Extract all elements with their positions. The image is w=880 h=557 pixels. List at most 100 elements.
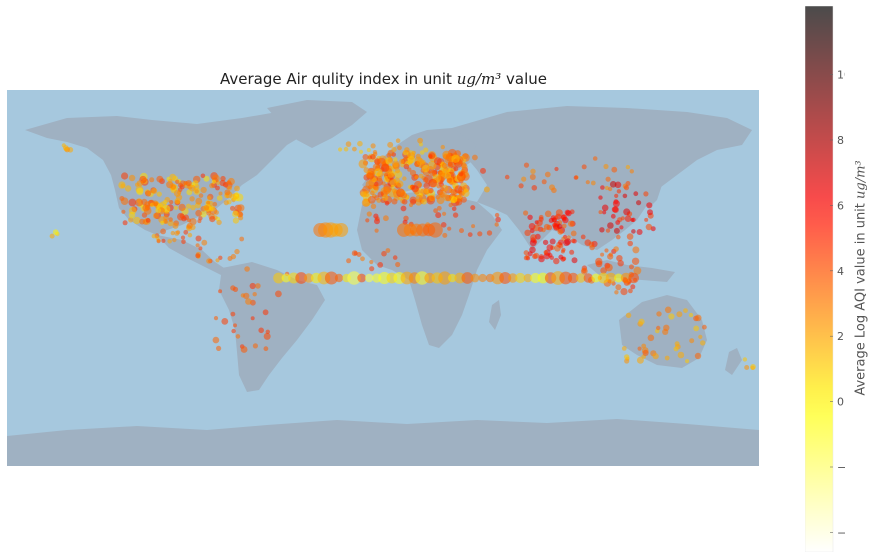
data-point — [173, 205, 178, 210]
data-point — [623, 185, 630, 191]
data-point — [209, 216, 216, 223]
data-point — [435, 212, 442, 219]
data-point — [149, 177, 155, 183]
data-point — [580, 267, 588, 275]
data-point — [584, 239, 592, 246]
data-point — [185, 203, 192, 209]
data-point — [607, 253, 614, 260]
data-point — [263, 346, 269, 352]
data-point — [652, 353, 659, 360]
data-point — [133, 216, 141, 225]
data-point — [616, 234, 621, 240]
data-point — [573, 175, 579, 180]
data-point — [429, 194, 436, 202]
data-point — [239, 236, 245, 242]
data-point — [394, 167, 401, 174]
data-point — [352, 146, 357, 152]
data-point — [414, 175, 419, 180]
data-point — [213, 316, 219, 321]
data-point — [275, 290, 282, 298]
data-point — [387, 141, 394, 148]
data-point — [419, 150, 425, 155]
data-point — [393, 157, 398, 162]
data-point — [230, 205, 235, 211]
data-point — [399, 158, 405, 165]
data-point — [462, 189, 470, 197]
data-point — [206, 258, 212, 264]
data-point — [234, 248, 240, 255]
data-point — [630, 218, 635, 222]
land-antarctica — [7, 419, 759, 466]
data-point — [523, 162, 530, 168]
data-point — [521, 176, 527, 182]
data-point — [49, 233, 55, 239]
colorbar-tick-label: 2 — [837, 330, 844, 343]
data-point — [186, 222, 193, 229]
data-point — [403, 163, 410, 170]
data-point — [198, 193, 204, 198]
land-japan — [643, 178, 662, 208]
data-point — [447, 161, 453, 167]
data-point — [625, 164, 631, 170]
data-point — [477, 231, 483, 237]
data-point — [452, 212, 459, 218]
data-point — [626, 233, 634, 240]
data-point — [145, 190, 152, 197]
data-point — [372, 150, 378, 155]
data-point — [568, 220, 575, 227]
data-point — [445, 194, 452, 202]
colorbar-tick-label: 6 — [837, 199, 844, 212]
data-point — [440, 144, 445, 150]
data-point — [201, 239, 208, 246]
data-point — [245, 298, 252, 305]
data-point — [374, 216, 380, 222]
data-point — [145, 218, 151, 223]
data-point — [523, 210, 529, 216]
band-point — [576, 273, 586, 283]
data-point — [195, 197, 203, 205]
data-point — [231, 328, 236, 334]
title-suffix: value — [501, 70, 547, 88]
data-point — [527, 214, 533, 220]
data-point — [345, 141, 352, 147]
data-point — [544, 171, 551, 178]
data-point — [383, 186, 391, 194]
data-point — [160, 207, 165, 213]
band-point — [628, 272, 639, 284]
data-point — [230, 311, 236, 317]
band-point — [304, 273, 314, 283]
data-point — [385, 157, 393, 165]
data-point — [221, 318, 229, 325]
data-point — [467, 232, 473, 238]
data-point — [356, 252, 362, 257]
data-point — [617, 260, 624, 267]
data-point — [641, 343, 647, 349]
data-point — [636, 356, 644, 364]
data-point — [504, 174, 510, 180]
data-point — [668, 313, 675, 320]
data-point — [616, 189, 622, 194]
data-point — [170, 184, 176, 190]
data-point — [629, 264, 634, 270]
data-point — [376, 175, 383, 182]
data-point — [172, 222, 179, 229]
data-point — [543, 250, 548, 255]
data-point — [185, 180, 192, 187]
data-point — [483, 186, 490, 193]
data-point — [462, 153, 469, 160]
data-point — [444, 156, 451, 164]
data-point — [404, 147, 410, 153]
data-point — [600, 267, 607, 274]
data-point — [358, 159, 368, 169]
data-point — [262, 309, 269, 316]
data-point — [156, 239, 161, 244]
data-point — [531, 185, 538, 191]
data-point — [385, 248, 391, 253]
colorbar-tick-label: 0 — [837, 396, 844, 409]
data-point — [638, 318, 645, 325]
data-point — [369, 266, 375, 272]
data-point — [637, 346, 642, 351]
data-point — [570, 230, 577, 237]
data-point — [614, 181, 622, 189]
data-point — [458, 171, 464, 177]
